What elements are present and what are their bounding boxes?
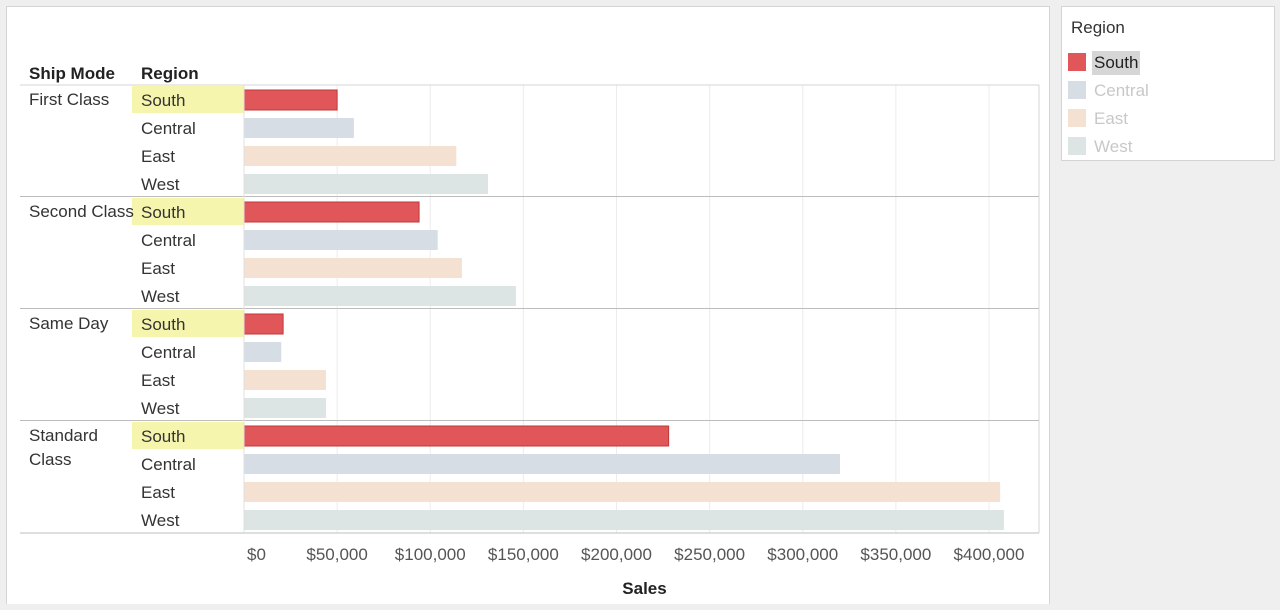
region-label: South (141, 427, 185, 446)
x-tick-label: $50,000 (306, 545, 367, 564)
region-label: Central (141, 455, 196, 474)
region-label: South (141, 315, 185, 334)
legend-swatch (1068, 81, 1086, 99)
ship-mode-label: Same Day (29, 314, 109, 333)
x-axis-title: Sales (622, 579, 666, 598)
legend-item-east[interactable]: East (1068, 107, 1268, 131)
bar-south[interactable] (243, 313, 284, 335)
ship-mode-label: Class (29, 450, 72, 469)
x-tick-label: $0 (247, 545, 266, 564)
region-label: East (141, 371, 175, 390)
legend-label: Central (1094, 81, 1149, 100)
region-header: Region (141, 64, 199, 83)
legend-title: Region (1071, 18, 1125, 37)
legend-label: West (1094, 137, 1133, 156)
x-tick-label: $250,000 (674, 545, 745, 564)
bar-south[interactable] (243, 89, 338, 111)
region-highlight (132, 310, 244, 337)
x-tick-label: $100,000 (395, 545, 466, 564)
region-highlight (132, 86, 244, 113)
bar-west[interactable] (244, 510, 1004, 530)
bar-west[interactable] (244, 174, 488, 194)
bar-east[interactable] (244, 482, 1001, 502)
region-label: East (141, 483, 175, 502)
ship-mode-label: Second Class (29, 202, 134, 221)
bar-central[interactable] (244, 118, 354, 138)
region-highlight (132, 422, 244, 449)
region-label: West (141, 511, 180, 530)
region-label: West (141, 175, 180, 194)
region-label: Central (141, 343, 196, 362)
bar-west[interactable] (244, 398, 326, 418)
bar-south[interactable] (243, 425, 670, 447)
bar-east[interactable] (244, 370, 326, 390)
region-label: Central (141, 231, 196, 250)
legend-item-central[interactable]: Central (1068, 79, 1268, 103)
visualization-pane: Ship Mode Region First Class South Central Ea… (6, 6, 1050, 604)
x-tick-label: $200,000 (581, 545, 652, 564)
ship-mode-label: First Class (29, 90, 109, 109)
sales-bar-chart: Ship Mode Region First Class South Central Ea… (20, 64, 1040, 598)
legend-item-south[interactable]: South (1068, 51, 1268, 75)
ship-mode-header: Ship Mode (29, 64, 115, 83)
region-label: South (141, 91, 185, 110)
bar-south[interactable] (243, 201, 420, 223)
region-label: East (141, 147, 175, 166)
region-label: Central (141, 119, 196, 138)
region-legend: Region South Central East West (1061, 6, 1275, 161)
bar-west[interactable] (244, 286, 516, 306)
bar-central[interactable] (244, 342, 282, 362)
ship-mode-label: Standard (29, 426, 98, 445)
legend-swatch (1068, 109, 1086, 127)
bar-east[interactable] (244, 258, 462, 278)
region-highlight (132, 198, 244, 225)
legend-swatch (1068, 53, 1086, 71)
legend-label: East (1094, 109, 1129, 128)
legend-label: South (1092, 51, 1141, 75)
x-tick-label: $300,000 (767, 545, 838, 564)
legend-item-west[interactable]: West (1068, 135, 1268, 159)
x-tick-label: $150,000 (488, 545, 559, 564)
bar-east[interactable] (244, 146, 457, 166)
region-label: South (141, 203, 185, 222)
x-tick-label: $400,000 (954, 545, 1025, 564)
x-tick-label: $350,000 (860, 545, 931, 564)
region-label: West (141, 287, 180, 306)
region-label: West (141, 399, 180, 418)
bar-central[interactable] (244, 454, 840, 474)
bar-central[interactable] (244, 230, 438, 250)
legend-swatch (1068, 137, 1086, 155)
region-label: East (141, 259, 175, 278)
